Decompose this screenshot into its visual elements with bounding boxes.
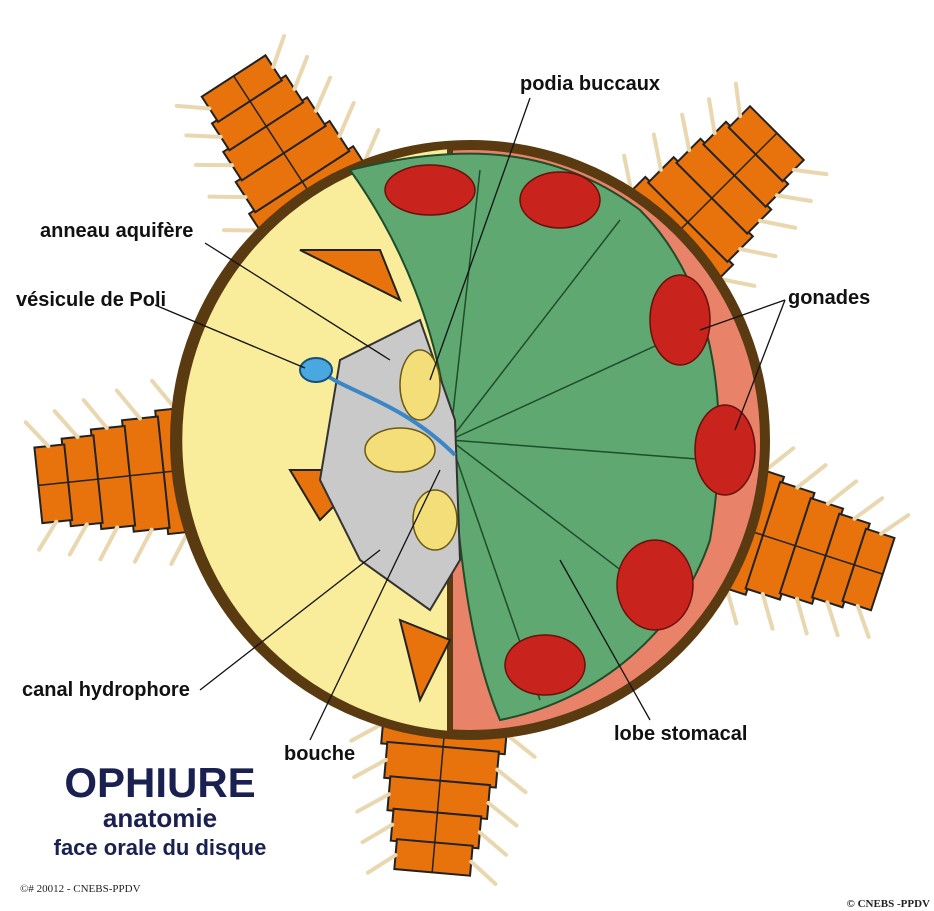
- label: bouche: [284, 743, 355, 765]
- label: vésicule de Poli: [16, 289, 166, 311]
- label: anneau aquifère: [40, 220, 193, 242]
- credit: © CNEBS -PPDV: [847, 898, 930, 910]
- title: OPHIURE: [64, 759, 255, 806]
- credit: ©# 20012 - CNEBS-PPDV: [20, 883, 141, 895]
- diagram: podia buccaux anneau aquifère vésicule d…: [0, 0, 934, 911]
- caption: face orale du disque: [54, 835, 267, 860]
- subtitle: anatomie: [103, 803, 217, 833]
- label: lobe stomacal: [614, 723, 747, 745]
- label: podia buccaux: [520, 73, 660, 95]
- body: podia buccaux anneau aquifère vésicule d…: [0, 0, 934, 911]
- label: canal hydrophore: [22, 679, 190, 701]
- page: Ophiure {"header": {"title": "OPHIURE", …: [0, 0, 934, 911]
- polian-vesicle: [300, 358, 332, 382]
- label: gonades: [788, 287, 870, 309]
